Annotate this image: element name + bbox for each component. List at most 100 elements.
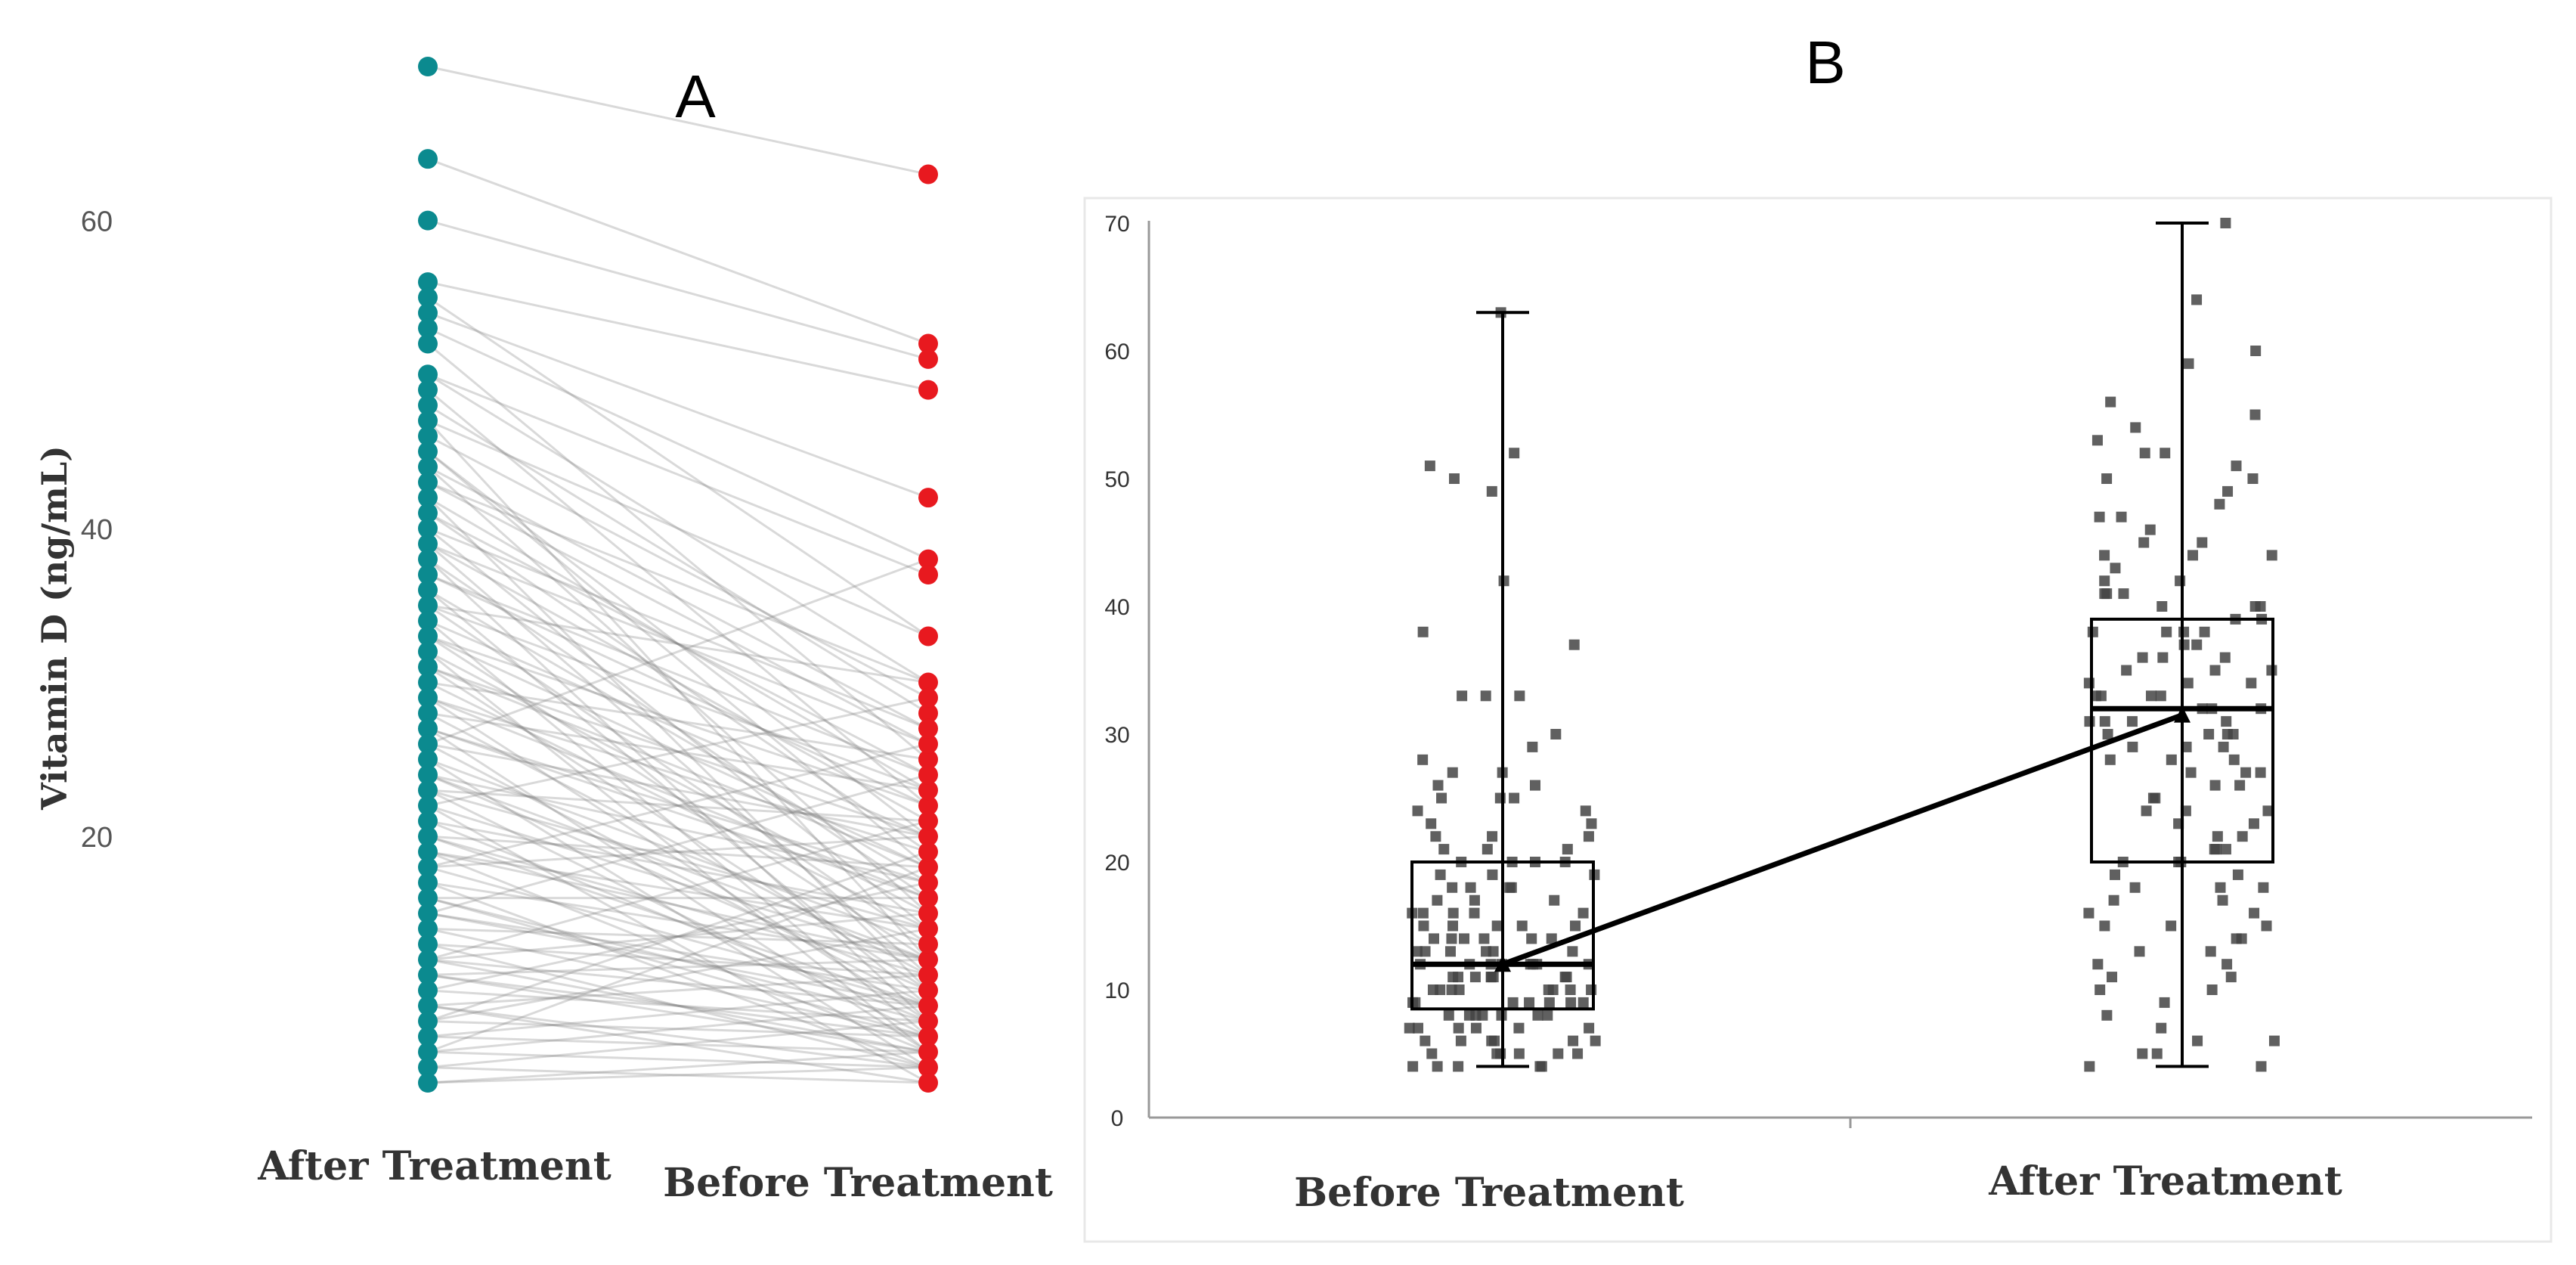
panel-b-before-point xyxy=(1444,946,1456,957)
panel-a-pair-line xyxy=(427,419,929,637)
panel-b-before-point xyxy=(1489,1035,1500,1046)
panel-a-before-point xyxy=(918,672,938,693)
panel-b-after-point xyxy=(2217,894,2228,906)
panel-b-after-point xyxy=(2156,601,2168,612)
panel-b-after-point xyxy=(2151,1048,2163,1059)
panel-a-after-point xyxy=(418,734,438,754)
panel-b-before-point xyxy=(1481,946,1492,957)
panel-a-pair-lines xyxy=(426,65,930,1084)
panel-a-after-point xyxy=(418,411,438,431)
panel-b-before-point xyxy=(1459,933,1470,944)
panel-a-pair-line xyxy=(427,573,929,807)
panel-a-pair-line xyxy=(427,312,929,499)
panel-a-pair-line xyxy=(427,805,929,961)
panel-a-y-axis-label: Vitamin D (ng/mL) xyxy=(34,445,75,811)
panel-a-after-point xyxy=(418,904,438,923)
panel-b-after-point xyxy=(2099,550,2110,561)
panel-a-pair-line xyxy=(427,527,929,930)
panel-b-before-point xyxy=(1482,844,1493,855)
panel-b-before-point xyxy=(1586,818,1597,829)
panel-a-pair-line xyxy=(427,958,929,1007)
panel-a-pair-line xyxy=(427,881,929,961)
panel-a-pair-line xyxy=(427,512,929,853)
panel-b-before-point xyxy=(1553,1048,1564,1059)
panel-b-after-point xyxy=(2220,218,2231,228)
panel-b-after-point xyxy=(2095,984,2106,995)
panel-b-after-point xyxy=(2107,972,2118,983)
panel-a-pair-line xyxy=(427,681,929,930)
panel-a-pair-line xyxy=(427,542,929,823)
panel-a-pair-line xyxy=(427,897,929,1038)
panel-a-pair-line xyxy=(427,1004,929,1053)
panel-b-after-point xyxy=(2141,805,2152,817)
panel-a-pair-line xyxy=(427,897,929,1023)
panel-b-before-point xyxy=(1486,485,1497,497)
panel-b-before-point xyxy=(1543,997,1555,1008)
panel-b-before-point xyxy=(1504,882,1516,893)
panel-b-after-point xyxy=(2209,780,2221,791)
panel-b-after-point xyxy=(2110,563,2121,574)
panel-a-before-point xyxy=(918,718,938,739)
panel-a-after-point xyxy=(418,518,438,538)
panel-a-pair-line xyxy=(427,696,929,1022)
panel-b-y-ticks: 0 10 20 30 40 50 60 70 xyxy=(1104,212,1129,1131)
panel-b-after-point xyxy=(2249,907,2260,919)
panel-b-before-point xyxy=(1436,792,1447,804)
panel-b-before-point xyxy=(1549,894,1560,906)
panel-b-before-point xyxy=(1429,933,1440,944)
panel-a: A Vitamin D (ng/mL) 20 40 60 After Treatme… xyxy=(34,57,1053,1206)
panel-a-pair-line xyxy=(427,681,929,761)
panel-b-before-point xyxy=(1432,1061,1443,1072)
panel-a-pair-line xyxy=(427,881,929,992)
panel-b-after-point xyxy=(2234,780,2246,791)
panel-b-y-tick-label: 0 xyxy=(1111,1106,1124,1131)
panel-a-pair-line xyxy=(427,835,929,869)
panel-a-pair-line xyxy=(427,927,929,1023)
panel-a-pair-line xyxy=(427,973,929,1038)
panel-a-pair-line xyxy=(427,481,929,746)
panel-a-pair-line xyxy=(427,1035,929,1053)
panel-b-points xyxy=(1404,218,2280,1072)
panel-b-y-tick-label: 10 xyxy=(1104,978,1129,1003)
panel-b-after-point xyxy=(2092,959,2104,970)
panel-a-pair-line xyxy=(427,851,929,930)
panel-b-after-point xyxy=(2197,537,2208,548)
panel-b-after-point xyxy=(2205,946,2216,957)
panel-b-before-point xyxy=(1420,946,1431,957)
panel-a-pair-line xyxy=(427,604,929,945)
panel-a-pair-line xyxy=(427,496,929,792)
panel-a-pair-line xyxy=(427,558,929,746)
panel-b-before-point xyxy=(1446,984,1457,995)
panel-b-frame xyxy=(1083,197,2553,1243)
panel-b-before-point xyxy=(1435,869,1446,880)
panel-a-pair-line xyxy=(427,635,929,807)
panel-a-pair-line xyxy=(427,542,929,746)
panel-a-after-point xyxy=(418,1057,438,1077)
panel-b-after-point xyxy=(2175,575,2186,587)
panel-b-y-tick-label: 30 xyxy=(1104,723,1129,748)
panel-a-before-point xyxy=(918,996,938,1016)
panel-b-before-point xyxy=(1453,1022,1464,1034)
panel-a-pair-line xyxy=(427,558,929,899)
panel-a-pair-line xyxy=(427,789,929,823)
panel-a-pair-line xyxy=(427,973,929,1007)
panel-a-pair-line xyxy=(427,665,929,869)
panel-a-before-point xyxy=(918,919,938,939)
panel-b-after-point xyxy=(2250,346,2262,356)
panel-b-after-point xyxy=(2102,729,2113,739)
panel-b-before-point xyxy=(1570,920,1581,932)
panel-b-after-point xyxy=(2237,831,2248,842)
panel-b-after-point xyxy=(2214,498,2225,510)
panel-b-before-point xyxy=(1478,933,1490,944)
panel-a-pair-line xyxy=(427,696,929,900)
panel-b-after-point xyxy=(2091,435,2103,446)
panel-a-after-point xyxy=(418,149,438,169)
panel-b-after-point xyxy=(2159,997,2170,1008)
panel-a-before-point xyxy=(918,764,938,785)
panel-a-after-point xyxy=(418,488,438,508)
panel-a-after-point xyxy=(418,272,438,293)
panel-b-after-point xyxy=(2255,767,2266,778)
panel-a-pair-line xyxy=(427,835,929,869)
panel-a-pair-line xyxy=(427,512,929,777)
panel-b-before-point xyxy=(1438,844,1450,855)
